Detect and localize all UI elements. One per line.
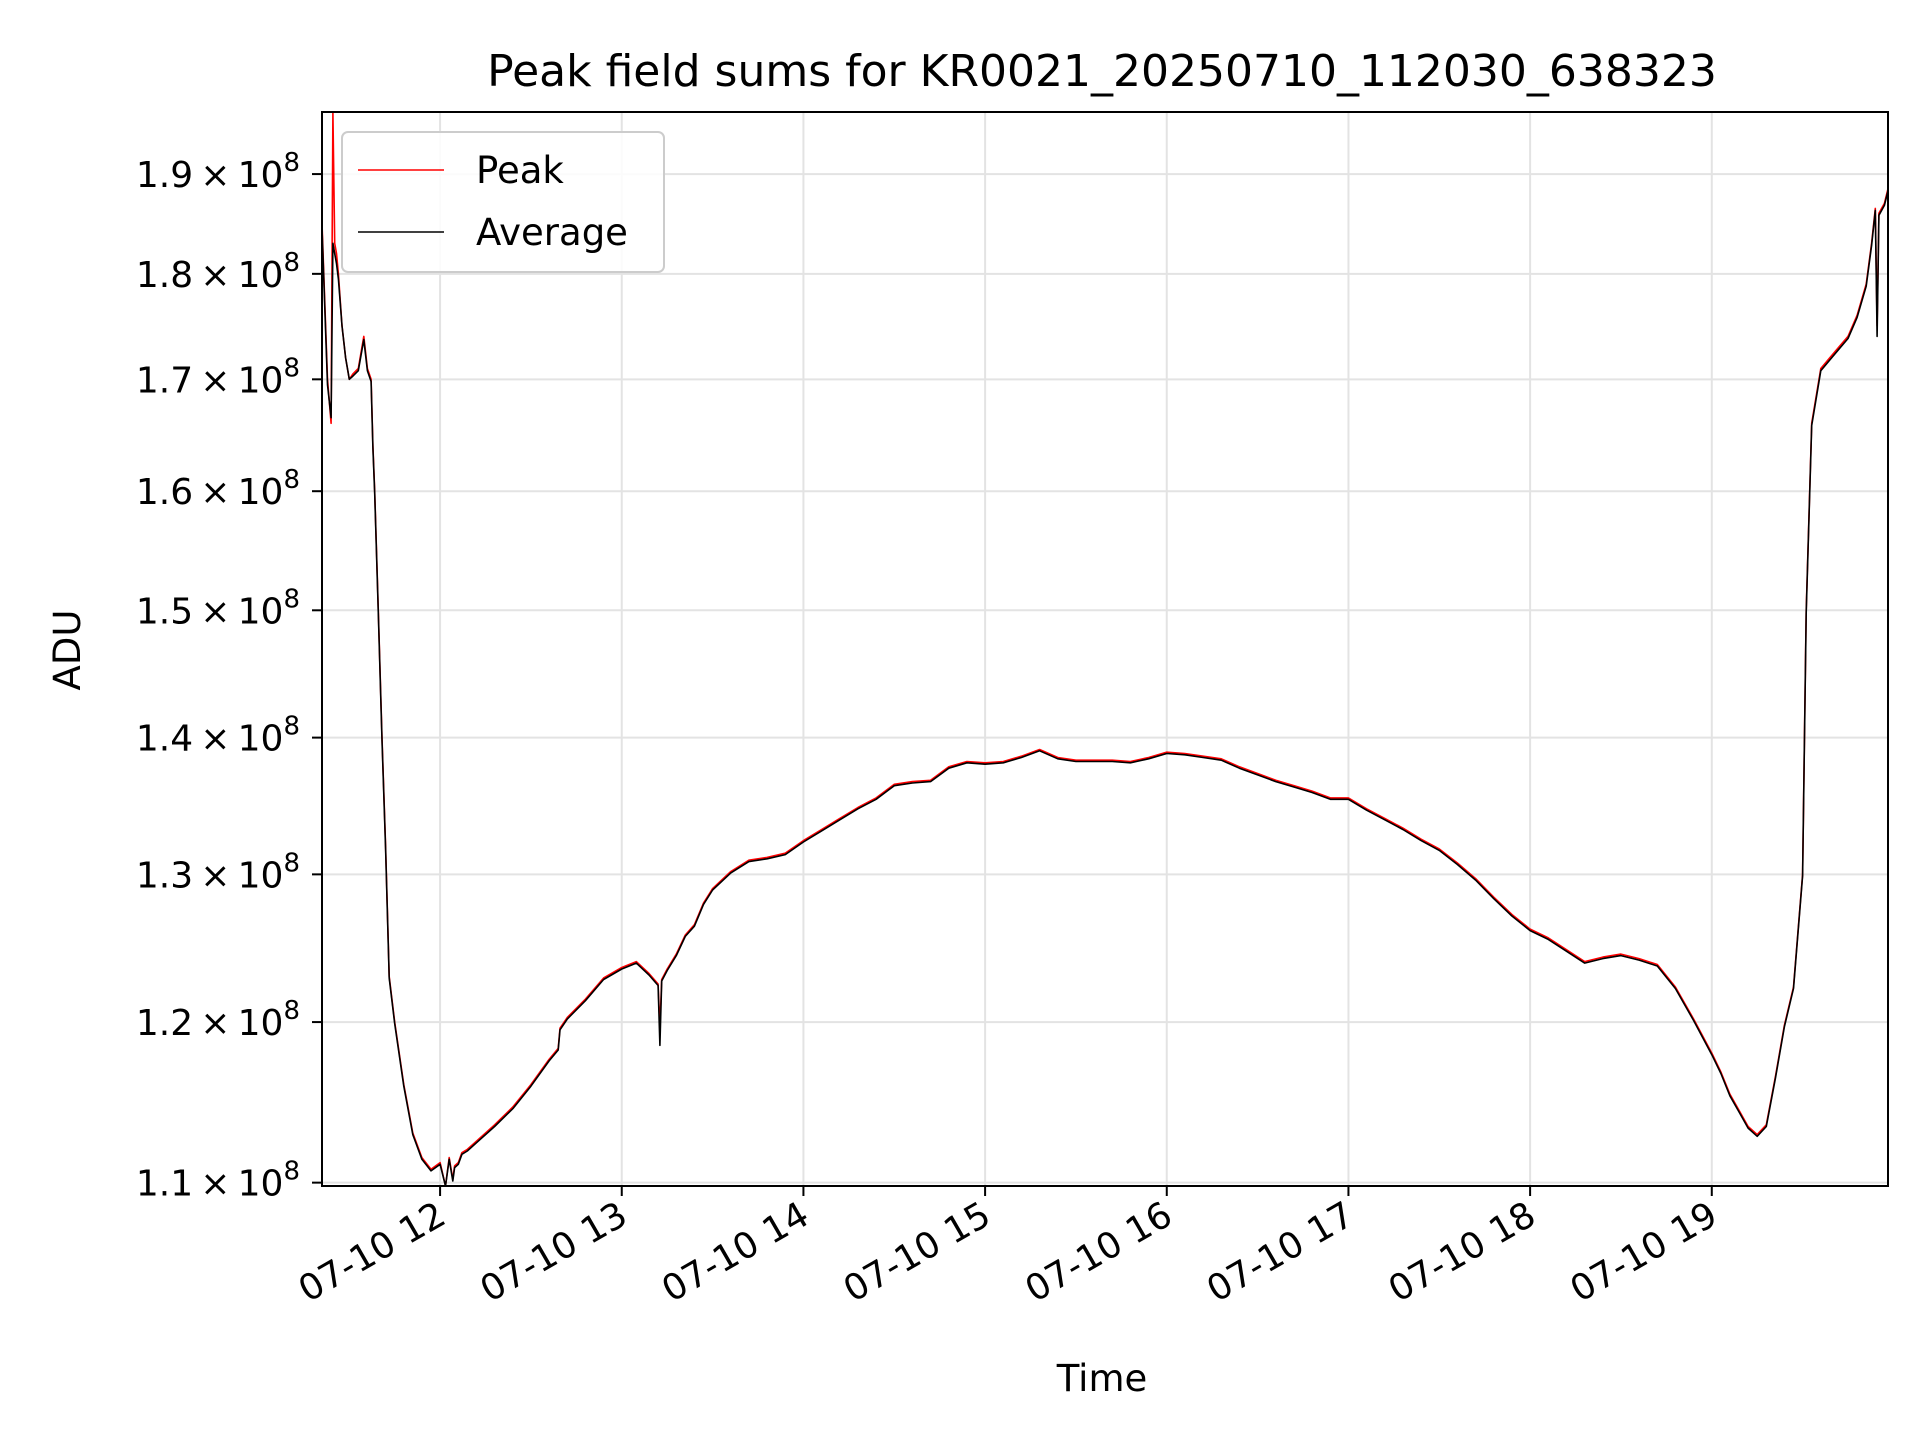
y-tick-label: 1.5 × 108 <box>136 584 300 632</box>
plot-frame <box>321 111 1889 1187</box>
y-tick-label: 1.4 × 108 <box>136 712 300 760</box>
series-line-average <box>322 190 1888 1186</box>
y-tick-label: 1.7 × 108 <box>136 353 300 401</box>
legend-label: Average <box>476 211 628 254</box>
y-tick-label: 1.6 × 108 <box>136 465 300 513</box>
y-axis-label: ADU <box>46 610 89 691</box>
y-tick-label: 1.2 × 108 <box>136 996 300 1044</box>
chart-title: Peak field sums for KR0021_20250710_1120… <box>487 46 1717 97</box>
plot-series <box>322 112 1888 1186</box>
y-tick-label: 1.3 × 108 <box>136 848 300 896</box>
y-tick-label: 1.8 × 108 <box>136 248 300 296</box>
y-tick-label: 1.1 × 108 <box>136 1157 300 1205</box>
legend: Peak Average <box>341 131 665 273</box>
x-axis-label: Time <box>1056 1357 1148 1400</box>
legend-label: Peak <box>476 149 564 192</box>
y-tick-label: 1.9 × 108 <box>136 148 300 196</box>
y-axis: 1.1 × 108 1.2 × 108 1.3 × 108 1.4 × 108 1.5 … <box>136 148 322 1205</box>
legend-box <box>341 131 665 273</box>
